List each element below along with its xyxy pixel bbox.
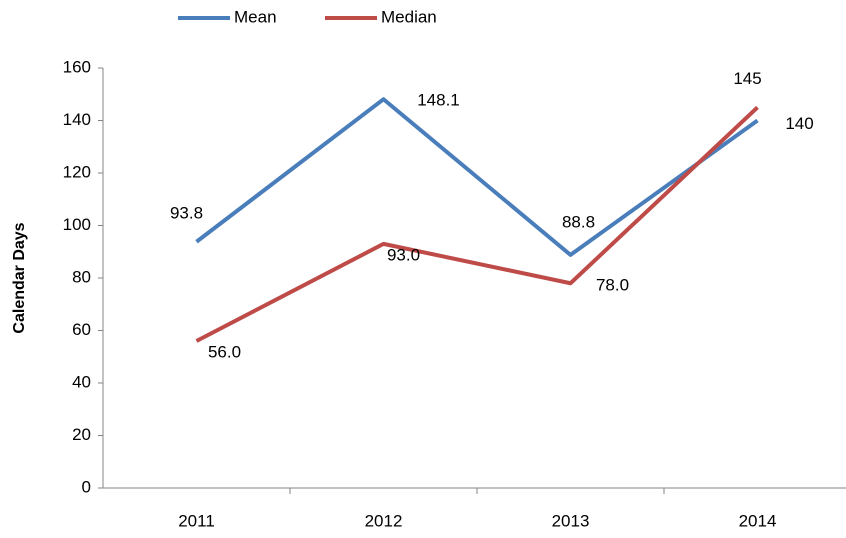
y-tick-label: 100 [63,215,91,234]
series-line [195,105,759,343]
data-label: 93.0 [387,245,420,264]
y-tick-label: 120 [63,162,91,181]
data-label: 145 [733,69,761,88]
data-label: 56.0 [208,342,241,361]
data-label: 93.8 [170,203,203,222]
data-label: 140 [785,114,813,133]
y-tick-label: 0 [82,477,91,496]
y-tick-label: 60 [72,320,91,339]
y-tick-label: 140 [63,110,91,129]
y-tick-label: 160 [63,57,91,76]
data-label: 78.0 [596,276,629,295]
y-tick-label: 20 [72,425,91,444]
legend-label: Mean [234,7,277,26]
data-label: 88.8 [562,212,595,231]
legend-label: Median [381,7,437,26]
x-tick-label: 2014 [739,511,777,530]
x-tick-label: 2013 [552,511,590,530]
y-tick-label: 40 [72,372,91,391]
y-axis-title: Calendar Days [11,222,28,333]
x-tick-label: 2012 [365,511,403,530]
y-tick-label: 80 [72,267,91,286]
data-label: 148.1 [417,91,460,110]
x-tick-label: 2011 [178,511,215,530]
series-line [195,97,759,257]
